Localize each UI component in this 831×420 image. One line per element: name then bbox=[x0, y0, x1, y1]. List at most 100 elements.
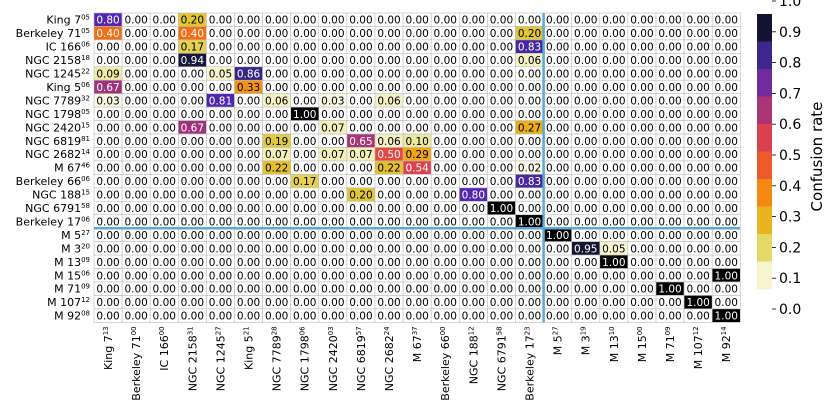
cell-value-label: 0.50 bbox=[377, 149, 400, 161]
cell-value-label: 0.00 bbox=[434, 284, 457, 296]
cell-value-label: 0.00 bbox=[349, 55, 372, 67]
cell-value-label: 0.00 bbox=[546, 69, 569, 81]
cell-value-label: 0.00 bbox=[265, 243, 288, 255]
cell-value-label: 0.00 bbox=[434, 149, 457, 161]
cell-value-label: 0.00 bbox=[630, 28, 653, 40]
cell-value-label: 0.00 bbox=[124, 190, 147, 202]
cell-value-label: 0.00 bbox=[405, 190, 428, 202]
cell-value-label: 0.00 bbox=[405, 203, 428, 215]
colorbar-segment bbox=[757, 206, 772, 235]
cell-value-label: 0.00 bbox=[181, 136, 204, 148]
colorbar-segment bbox=[757, 124, 772, 152]
cell-value-label: 0.00 bbox=[630, 42, 653, 54]
cell-value-label: 0.00 bbox=[574, 270, 597, 282]
cell-value-label: 0.00 bbox=[124, 69, 147, 81]
cell-value-label: 0.00 bbox=[377, 176, 400, 188]
cell-value-label: 0.00 bbox=[293, 149, 316, 161]
cell-value-label: 0.00 bbox=[377, 122, 400, 134]
cell-value-label: 0.00 bbox=[237, 257, 260, 269]
cell-value-label: 0.00 bbox=[462, 42, 485, 54]
cell-value-label: 1.00 bbox=[546, 230, 569, 242]
cell-value-label: 0.20 bbox=[349, 190, 372, 202]
cell-value-label: 0.00 bbox=[490, 136, 513, 148]
cell-value-label: 0.00 bbox=[349, 243, 372, 255]
cell-value-label: 0.00 bbox=[490, 230, 513, 242]
cell-value-label: 0.00 bbox=[715, 42, 738, 54]
cell-value-label: 0.00 bbox=[658, 203, 681, 215]
cell-value-label: 0.00 bbox=[602, 95, 625, 107]
cell-value-label: 0.33 bbox=[237, 82, 260, 94]
cell-value-label: 0.00 bbox=[209, 109, 232, 121]
cell-value-label: 0.00 bbox=[518, 230, 541, 242]
cell-value-label: 0.00 bbox=[518, 257, 541, 269]
cell-value-label: 0.06 bbox=[265, 95, 289, 107]
cell-value-label: 0.00 bbox=[153, 190, 176, 202]
cell-value-label: 0.00 bbox=[349, 82, 372, 94]
row-label: NGC 268214 bbox=[25, 148, 90, 161]
cell-value-label: 0.00 bbox=[546, 82, 569, 94]
cell-value-label: 0.07 bbox=[265, 149, 288, 161]
cell-value-label: 0.00 bbox=[546, 149, 569, 161]
cell-value-label: 0.00 bbox=[209, 136, 232, 148]
cell-value-label: 0.00 bbox=[96, 257, 119, 269]
cell-value-label: 0.00 bbox=[237, 136, 260, 148]
column-label: NGC 778928 bbox=[271, 326, 284, 391]
cell-value-label: 0.00 bbox=[715, 176, 738, 188]
cell-value-label: 0.00 bbox=[293, 95, 316, 107]
cell-value-label: 0.00 bbox=[124, 28, 147, 40]
cell-value-label: 0.00 bbox=[434, 136, 457, 148]
cell-value-label: 0.00 bbox=[574, 297, 597, 309]
cell-value-label: 0.00 bbox=[715, 190, 738, 202]
cell-value-label: 0.00 bbox=[658, 257, 681, 269]
heatmap-cells bbox=[93, 12, 741, 323]
colorbar-segment bbox=[757, 69, 772, 97]
cell-value-label: 0.00 bbox=[96, 270, 119, 282]
cell-value-label: 0.00 bbox=[237, 203, 260, 215]
cell-value-label: 0.00 bbox=[237, 55, 260, 67]
cell-value-label: 0.00 bbox=[462, 297, 485, 309]
cell-value-label: 0.00 bbox=[293, 28, 316, 40]
cell-value-label: 0.00 bbox=[546, 42, 569, 54]
cell-value-label: 0.00 bbox=[153, 82, 176, 94]
cell-value-label: 0.00 bbox=[715, 243, 738, 255]
cell-value-label: 0.00 bbox=[630, 136, 653, 148]
cell-value-label: 0.00 bbox=[715, 257, 738, 269]
cell-value-label: 0.00 bbox=[686, 95, 709, 107]
cell-value-label: 0.00 bbox=[96, 230, 119, 242]
cell-value-label: 0.00 bbox=[96, 297, 119, 309]
cell-value-label: 0.00 bbox=[153, 270, 176, 282]
column-label: IC 16600 bbox=[158, 326, 171, 370]
column-label: M 527 bbox=[552, 326, 565, 355]
cell-value-label: 0.00 bbox=[518, 149, 541, 161]
cell-value-label: 1.00 bbox=[518, 216, 541, 228]
cell-value-label: 0.00 bbox=[181, 243, 204, 255]
cell-value-label: 0.00 bbox=[490, 15, 513, 27]
cell-value-label: 0.00 bbox=[715, 95, 738, 107]
cell-value-label: 0.00 bbox=[181, 311, 204, 323]
cell-value-label: 0.02 bbox=[518, 163, 541, 175]
cell-value-label: 0.00 bbox=[124, 176, 147, 188]
cell-value-label: 0.00 bbox=[124, 297, 147, 309]
cell-value-label: 0.00 bbox=[658, 230, 681, 242]
cell-value-label: 0.00 bbox=[462, 216, 485, 228]
cell-value-label: 0.00 bbox=[630, 243, 653, 255]
cell-value-label: 0.00 bbox=[321, 230, 344, 242]
cell-value-label: 0.00 bbox=[181, 82, 204, 94]
cell-value-label: 0.00 bbox=[153, 55, 176, 67]
cell-value-label: 0.80 bbox=[462, 190, 485, 202]
cell-value-label: 1.00 bbox=[602, 257, 625, 269]
cell-value-label: 0.00 bbox=[715, 203, 738, 215]
cell-value-label: 0.00 bbox=[658, 270, 681, 282]
cell-value-label: 0.00 bbox=[518, 190, 541, 202]
cell-value-label: 0.00 bbox=[462, 203, 485, 215]
cell-value-label: 0.00 bbox=[96, 176, 119, 188]
cell-value-label: 0.00 bbox=[153, 297, 176, 309]
cell-value-label: 0.00 bbox=[181, 190, 204, 202]
cell-value-label: 0.00 bbox=[574, 163, 597, 175]
cell-value-label: 0.00 bbox=[546, 270, 569, 282]
cell-value-label: 0.00 bbox=[124, 149, 147, 161]
cell-value-label: 0.00 bbox=[658, 243, 681, 255]
cell-value-label: 0.00 bbox=[265, 190, 288, 202]
row-label: NGC 681981 bbox=[25, 135, 90, 148]
cell-value-label: 0.00 bbox=[574, 69, 597, 81]
